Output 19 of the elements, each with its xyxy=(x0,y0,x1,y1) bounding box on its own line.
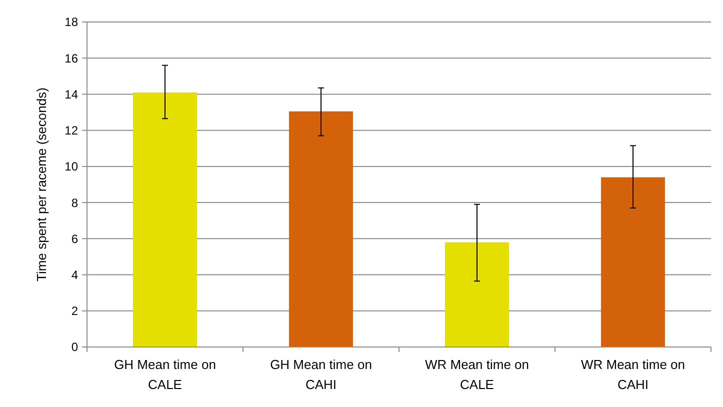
x-tick-label: WR Mean time on CAHI xyxy=(580,357,686,392)
y-tick-label: 2 xyxy=(71,304,78,318)
y-tick-label: 12 xyxy=(64,124,78,138)
x-tick-label: GH Mean time on CAHI xyxy=(270,357,372,392)
bar xyxy=(445,242,509,347)
bar xyxy=(601,177,665,347)
bar xyxy=(289,111,353,347)
x-tick-label: GH Mean time on CALE xyxy=(114,357,216,392)
y-tick-label: 14 xyxy=(64,87,78,102)
y-tick-label: 6 xyxy=(71,232,78,246)
y-tick-label: 10 xyxy=(64,160,78,174)
y-tick-label: 0 xyxy=(71,340,78,354)
y-tick-label: 16 xyxy=(64,51,78,66)
y-tick-label: 18 xyxy=(64,15,78,30)
y-tick-label: 8 xyxy=(71,196,78,210)
x-tick-label: WR Mean time on CALE xyxy=(424,357,530,392)
y-axis-title: Time spent per raceme (seconds) xyxy=(34,88,49,282)
bar xyxy=(133,92,197,347)
y-tick-label: 4 xyxy=(71,268,78,282)
